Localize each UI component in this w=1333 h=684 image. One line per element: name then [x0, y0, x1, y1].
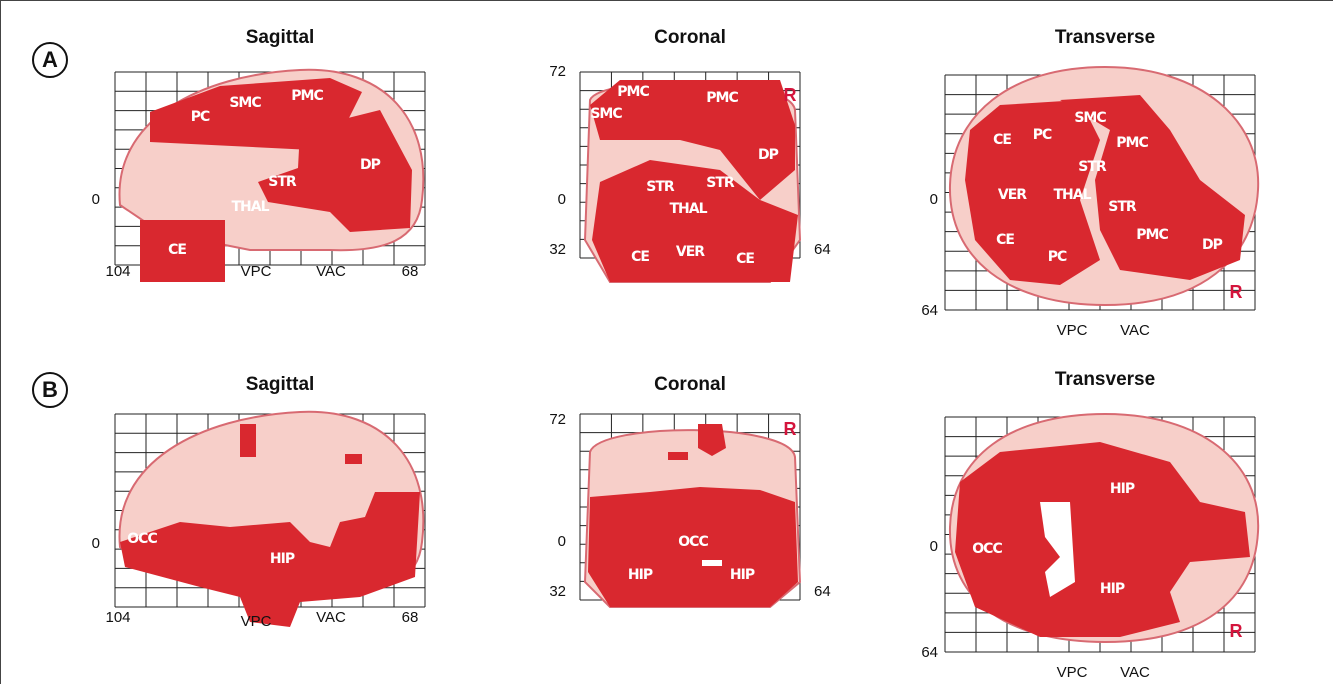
region-label: DP [1202, 237, 1223, 253]
orientation-label: R [1230, 282, 1243, 302]
axis-label: 64 [921, 302, 938, 319]
axis-label: 0 [92, 535, 100, 552]
view-title: Sagittal [246, 27, 315, 48]
figure: A Sagittal 0 104 VPC VAC 68 PC SMC PMC DP STR THAL CE… [0, 0, 1333, 684]
axis-label: VAC [1120, 664, 1150, 681]
axis-label: VPC [241, 613, 272, 630]
axis-label: 0 [930, 538, 938, 555]
region-label: PMC [617, 84, 649, 100]
region-label: OCC [678, 534, 708, 550]
region-label: VER [998, 187, 1027, 203]
region-label: PC [191, 109, 210, 125]
axis-label: 64 [814, 583, 831, 600]
axis-label: 0 [558, 191, 566, 208]
region-label: THAL [1053, 187, 1091, 203]
axis-label: 104 [105, 609, 130, 626]
axis-label: VAC [316, 609, 346, 626]
view-title: Transverse [1055, 27, 1155, 48]
axis-label: 68 [402, 263, 419, 280]
orientation-label: R [1230, 621, 1243, 641]
axis-label: 0 [558, 533, 566, 550]
activation-area [345, 454, 362, 464]
axis-label: 32 [549, 241, 566, 258]
region-label: PMC [1116, 135, 1148, 151]
axis-label: 104 [105, 263, 130, 280]
region-label: HIP [1100, 581, 1125, 597]
axis-label: 64 [921, 644, 938, 661]
view-title: Coronal [654, 27, 726, 48]
region-label: THAL [669, 201, 707, 217]
axis-label: VAC [1120, 322, 1150, 339]
region-label: DP [758, 147, 779, 163]
region-label: CE [631, 249, 649, 265]
axis-label: 64 [814, 241, 831, 258]
region-label: HIP [628, 567, 653, 583]
region-label: THAL [231, 199, 269, 215]
region-label: HIP [730, 567, 755, 583]
region-label: STR [706, 175, 735, 191]
region-label: PMC [1136, 227, 1168, 243]
activation-area [668, 452, 688, 460]
panel-letter: A [42, 47, 58, 72]
region-label: SMC [590, 106, 622, 122]
axis-label: 0 [930, 191, 938, 208]
orientation-label: R [784, 85, 797, 105]
axis-label: 72 [549, 63, 566, 80]
axis-label: 0 [92, 191, 100, 208]
region-label: STR [646, 179, 675, 195]
inactive-area [702, 560, 722, 566]
orientation-label: R [784, 419, 797, 439]
axis-label: VPC [1057, 664, 1088, 681]
axis-label: 68 [402, 609, 419, 626]
view-title: Coronal [654, 374, 726, 395]
region-label: OCC [127, 531, 157, 547]
activation-area [240, 424, 256, 457]
region-label: VER [676, 244, 705, 260]
region-label: SMC [229, 95, 261, 111]
region-label: STR [1078, 159, 1107, 175]
axis-label: 72 [549, 411, 566, 428]
region-label: CE [168, 242, 186, 258]
region-label: HIP [1110, 481, 1135, 497]
region-label: STR [1108, 199, 1137, 215]
region-label: OCC [972, 541, 1002, 557]
axis-label: VPC [241, 263, 272, 280]
region-label: CE [993, 132, 1011, 148]
region-label: PC [1048, 249, 1067, 265]
view-title: Transverse [1055, 369, 1155, 390]
region-label: PMC [291, 88, 323, 104]
view-title: Sagittal [246, 374, 315, 395]
region-label: DP [360, 157, 381, 173]
region-label: SMC [1074, 110, 1106, 126]
region-label: CE [736, 251, 754, 267]
region-label: HIP [270, 551, 295, 567]
region-label: PC [1033, 127, 1052, 143]
axis-label: 32 [549, 583, 566, 600]
axis-label: VAC [316, 263, 346, 280]
region-label: PMC [706, 90, 738, 106]
panel-letter: B [42, 377, 58, 402]
axis-label: VPC [1057, 322, 1088, 339]
region-label: CE [996, 232, 1014, 248]
region-label: STR [268, 174, 297, 190]
